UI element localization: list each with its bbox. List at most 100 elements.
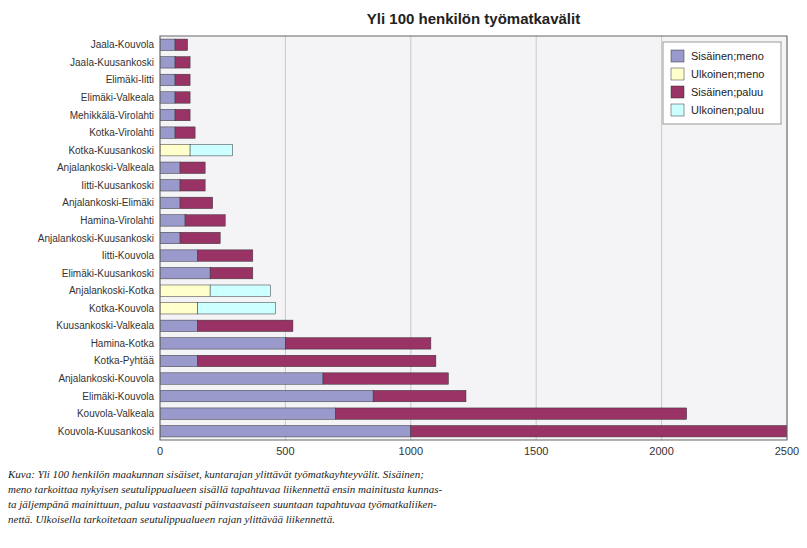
legend-swatch [671,68,684,80]
legend-label: Sisäinen;meno [691,50,764,62]
bar [160,144,190,155]
bar [285,338,430,349]
bar [187,39,188,50]
legend-box [663,42,781,124]
tick-label: 0 [157,445,163,457]
bar [180,162,205,173]
bar [160,57,175,68]
bar [160,267,210,278]
bar [190,109,191,120]
bar [160,92,175,103]
category-label: Elimäki-Valkeala [81,92,155,103]
bar [160,39,175,50]
category-label: Mehikkälä-Virolahti [70,110,154,121]
category-label: Hamina-Kotka [91,338,155,349]
bar [160,355,198,366]
bar [160,320,198,331]
category-label: Jaala-Kuusankoski [70,57,154,68]
bar [212,197,213,208]
bar [190,57,191,68]
legend-label: Sisäinen;paluu [691,86,763,98]
caption-line: Kuva: Yli 100 henkilön maakunnan sisäise… [7,468,424,480]
bar [160,250,198,261]
bar [205,162,206,173]
bar [175,57,190,68]
bar [220,232,221,243]
grid-line [536,36,537,440]
title: Yli 100 henkilön työmatkavälit [367,10,580,27]
category-label: Kotka-Kouvola [89,303,154,314]
caption-line: nettä. Ulkoisella tarkoitetaan seutulipp… [8,513,335,525]
legend-swatch [671,50,684,62]
bar [190,74,191,85]
bar [160,162,180,173]
plot-background [160,36,787,440]
bar [185,215,225,226]
bar [160,390,373,401]
bar [180,180,205,191]
grid-line [661,36,662,440]
bar [160,408,336,419]
category-label: Kuusankoski-Valkeala [56,320,154,331]
category-label: Kotka-Pyhtää [94,355,154,366]
bar [198,250,253,261]
bar [465,390,466,401]
bar [195,127,196,138]
category-label: Kotka-Virolahti [89,127,154,138]
category-label: Kouvola-Valkeala [77,408,155,419]
bar [160,285,210,296]
category-label: Anjalankoski-Kotka [69,285,154,296]
bar [205,180,206,191]
bar [160,338,285,349]
category-label: Anjalankoski-Valkeala [57,162,155,173]
category-label: Kotka-Kuusankoski [68,145,154,156]
bar [160,197,180,208]
bar [160,215,185,226]
legend: Sisäinen;menoUlkoinen;menoSisäinen;paluu… [663,42,781,124]
category-label: Hamina-Virolahti [80,215,154,226]
bar [190,92,191,103]
bar [373,390,466,401]
bar [210,285,270,296]
bar [175,92,190,103]
category-label: Elimäki-Kuusankoski [62,268,154,279]
tick-label: 500 [276,445,294,457]
bar [292,320,293,331]
tick-label: 1500 [524,445,548,457]
legend-swatch [671,104,684,116]
bar [160,109,175,120]
bar [160,180,180,191]
category-label: Elimäki-Iitti [106,74,154,85]
bar [160,303,198,314]
category-label: Jaala-Kouvola [91,39,155,50]
caption-line: meno tarkoittaa nykyisen seutulippualuee… [8,483,442,495]
category-label: Elimäki-Kouvola [82,391,154,402]
bar [160,232,180,243]
chart: 05001000150020002500Kouvola-KuusankoskiK… [0,0,807,548]
bar [198,355,436,366]
legend-swatch [671,86,684,98]
bar [411,426,787,437]
category-label: Iitti-Kuusankoski [81,180,154,191]
bar [323,373,448,384]
bar [175,127,195,138]
category-label: Iitti-Kouvola [102,250,155,261]
caption-line: ta jäljempänä mainittuun, paluu vastaava… [8,498,437,510]
bar [198,320,293,331]
category-label: Anjalankoski-Kouvola [58,373,154,384]
plot-frame [160,36,787,440]
category-label: Kouvola-Kuusankoski [58,426,154,437]
category-label: Anjalankoski-Elimäki [62,197,154,208]
bar [686,408,687,419]
bar [180,197,213,208]
bar [190,144,233,155]
bar [180,232,220,243]
bar [160,373,323,384]
bar [175,109,190,120]
bar [252,250,253,261]
bar [175,39,188,50]
bars [160,39,787,437]
bar [252,267,253,278]
bar [435,355,436,366]
bar [225,215,226,226]
